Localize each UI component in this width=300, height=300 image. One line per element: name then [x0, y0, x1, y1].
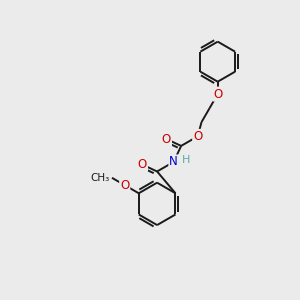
Text: O: O	[162, 133, 171, 146]
Text: N: N	[169, 155, 178, 168]
Text: O: O	[138, 158, 147, 171]
Text: O: O	[193, 130, 202, 143]
Text: CH₃: CH₃	[90, 173, 110, 183]
Text: O: O	[120, 179, 129, 192]
Text: O: O	[213, 88, 222, 100]
Text: H: H	[182, 155, 190, 165]
